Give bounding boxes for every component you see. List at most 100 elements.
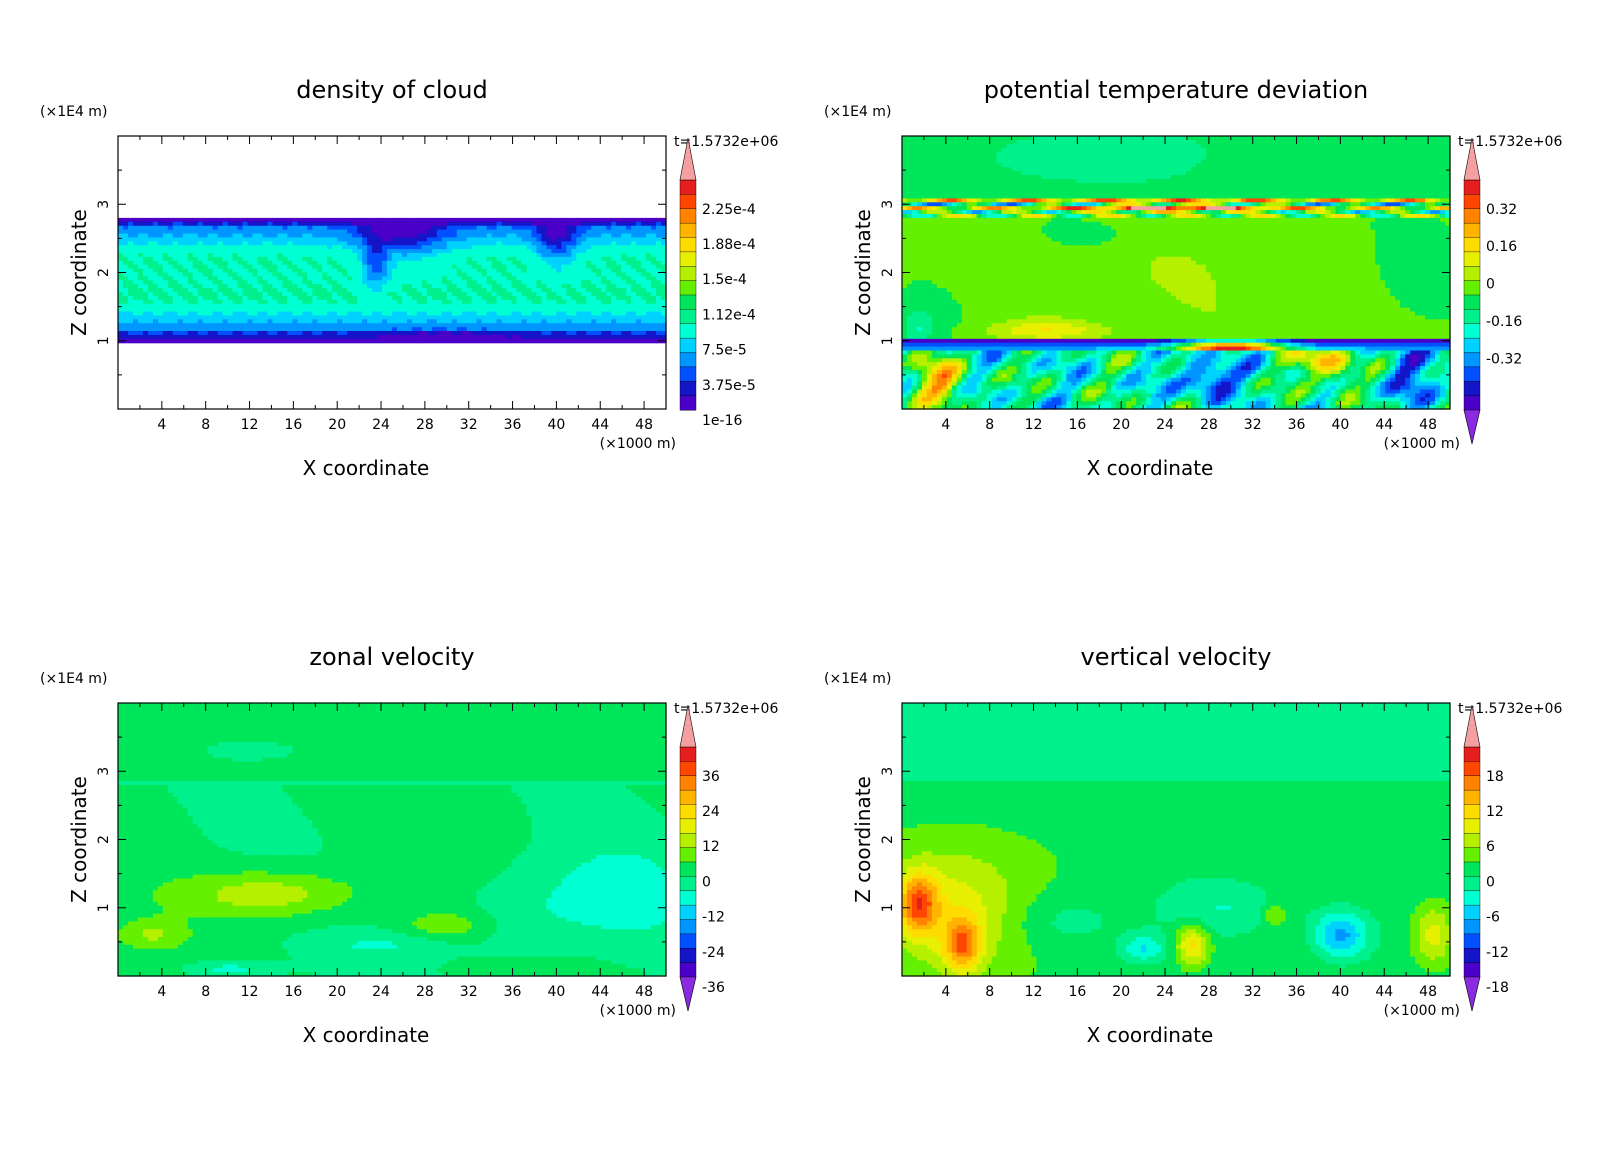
heatmap-cell [213, 339, 219, 344]
heatmap-cell [397, 261, 403, 266]
heatmap-cell [571, 265, 577, 270]
heatmap-cell [317, 335, 323, 340]
heatmap-cell [932, 304, 938, 309]
heatmap-cell [307, 253, 313, 258]
heatmap-cell [927, 167, 933, 172]
heatmap-cell [432, 335, 438, 340]
heatmap-cell [367, 323, 373, 328]
heatmap-cell [248, 319, 254, 324]
heatmap-cell [952, 269, 958, 274]
heatmap-cell [551, 339, 557, 344]
heatmap-cell [902, 362, 908, 367]
heatmap-cell [917, 308, 923, 313]
heatmap-cell [527, 265, 533, 270]
heatmap-cell [482, 237, 488, 242]
heatmap-cell [902, 319, 908, 324]
heatmap-cell [651, 300, 657, 305]
heatmap-cell [342, 304, 348, 309]
heatmap-cell [342, 327, 348, 332]
heatmap-cell [262, 339, 268, 344]
heatmap-cell [556, 296, 562, 301]
heatmap-cell [952, 218, 958, 223]
heatmap-cell [947, 339, 953, 344]
heatmap-cell [942, 261, 948, 266]
heatmap-cell [277, 241, 283, 246]
heatmap-cell [626, 280, 632, 285]
heatmap-cell [228, 327, 234, 332]
heatmap-cell [932, 354, 938, 359]
heatmap-cell [611, 323, 617, 328]
heatmap-cell [262, 269, 268, 274]
heatmap-cell [412, 269, 418, 274]
heatmap-cell [158, 269, 164, 274]
heatmap-cell [337, 280, 343, 285]
heatmap-cell [183, 245, 189, 250]
heatmap-cell [507, 237, 513, 242]
heatmap-cell [997, 222, 1003, 227]
heatmap-cell [427, 284, 433, 289]
heatmap-cell [287, 234, 293, 239]
heatmap-cell [962, 152, 968, 157]
heatmap-cell [611, 265, 617, 270]
heatmap-cell [243, 312, 249, 317]
heatmap-cell [641, 327, 647, 332]
heatmap-cell [581, 288, 587, 293]
heatmap-cell [586, 241, 592, 246]
y-tick-label: 1 [96, 336, 112, 345]
heatmap-cell [477, 300, 483, 305]
heatmap-cell [257, 284, 263, 289]
heatmap-cell [636, 323, 642, 328]
heatmap-cell [193, 315, 199, 320]
heatmap-cell [987, 351, 993, 356]
heatmap-cell [636, 237, 642, 242]
heatmap-cell [982, 226, 988, 231]
heatmap-cell [153, 284, 159, 289]
heatmap-cell [452, 331, 458, 336]
heatmap-cell [487, 335, 493, 340]
heatmap-cell [977, 351, 983, 356]
heatmap-cell [917, 136, 923, 141]
heatmap-cell [646, 276, 652, 281]
heatmap-cell [962, 343, 968, 348]
heatmap-cell [561, 230, 567, 235]
heatmap-cell [178, 234, 184, 239]
heatmap-cell [437, 253, 443, 258]
heatmap-cell [556, 331, 562, 336]
heatmap-cell [591, 335, 597, 340]
heatmap-cell [566, 292, 572, 297]
heatmap-cell [942, 292, 948, 297]
heatmap-cell [497, 237, 503, 242]
heatmap-cell [213, 296, 219, 301]
heatmap-cell [477, 284, 483, 289]
heatmap-cell [987, 378, 993, 383]
heatmap-cell [917, 347, 923, 352]
heatmap-cell [641, 273, 647, 278]
heatmap-cell [561, 237, 567, 242]
heatmap-cell [527, 308, 533, 313]
heatmap-cell [193, 339, 199, 344]
heatmap-cell [442, 226, 448, 231]
heatmap-cell [228, 253, 234, 258]
heatmap-cell [292, 323, 298, 328]
heatmap-cell [517, 308, 523, 313]
heatmap-cell [972, 187, 978, 192]
heatmap-cell [178, 245, 184, 250]
heatmap-cell [218, 296, 224, 301]
heatmap-cell [977, 370, 983, 375]
heatmap-cell [248, 241, 254, 246]
heatmap-cell [581, 237, 587, 242]
heatmap-cell [402, 226, 408, 231]
heatmap-cell [527, 288, 533, 293]
heatmap-cell [148, 249, 154, 254]
heatmap-cell [188, 319, 194, 324]
heatmap-cell [571, 230, 577, 235]
heatmap-cell [472, 218, 478, 223]
heatmap-cell [238, 331, 244, 336]
heatmap-cell [972, 183, 978, 188]
heatmap-cell [962, 222, 968, 227]
heatmap-cell [541, 339, 547, 344]
heatmap-cell [626, 273, 632, 278]
heatmap-cell [992, 222, 998, 227]
heatmap-cell [183, 327, 189, 332]
heatmap-cell [213, 331, 219, 336]
